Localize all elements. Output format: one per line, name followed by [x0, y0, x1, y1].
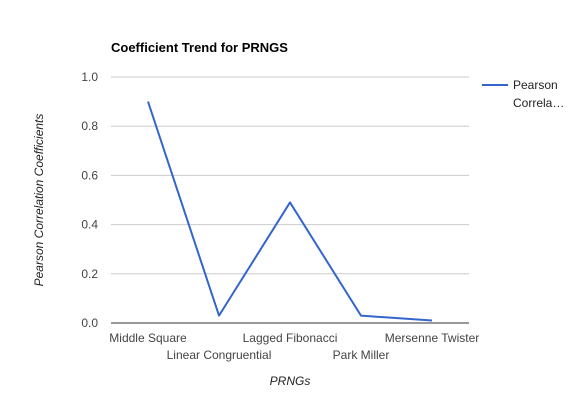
y-tick-label: 0.4 — [81, 218, 98, 232]
series-line[interactable] — [147, 101, 433, 322]
chart-title: Coefficient Trend for PRNGS — [111, 40, 288, 55]
legend-label-line-2: Correla… — [513, 96, 564, 110]
y-tick-label: 0.0 — [81, 316, 98, 330]
y-tick-label: 0.8 — [81, 119, 98, 133]
x-tick-label: Middle Square — [109, 331, 187, 345]
x-tick-label: Linear Congruential — [167, 348, 272, 362]
x-tick-label: Lagged Fibonacci — [243, 331, 338, 345]
gridlines — [111, 76, 469, 324]
data-point[interactable] — [431, 320, 433, 322]
legend[interactable]: Pearson Correla… — [482, 78, 564, 110]
y-axis-title: Pearson Correlation Coefficients — [32, 114, 46, 287]
series-lines — [147, 101, 433, 322]
x-tick-label: Mersenne Twister — [385, 331, 479, 345]
data-point[interactable] — [360, 315, 362, 317]
data-point[interactable] — [218, 315, 220, 317]
x-tick-labels: Middle Square Linear Congruential Lagged F… — [109, 331, 479, 362]
data-point[interactable] — [147, 101, 149, 103]
y-tick-label: 1.0 — [81, 70, 98, 84]
x-axis-title: PRNGs — [270, 374, 311, 388]
y-tick-label: 0.2 — [81, 267, 98, 281]
legend-label-line-1: Pearson — [513, 78, 558, 92]
x-tick-label: Park Miller — [333, 348, 390, 362]
data-point[interactable] — [289, 201, 291, 203]
y-tick-labels: 0.0 0.2 0.4 0.6 0.8 1.0 — [81, 70, 98, 330]
y-tick-label: 0.6 — [81, 168, 98, 182]
